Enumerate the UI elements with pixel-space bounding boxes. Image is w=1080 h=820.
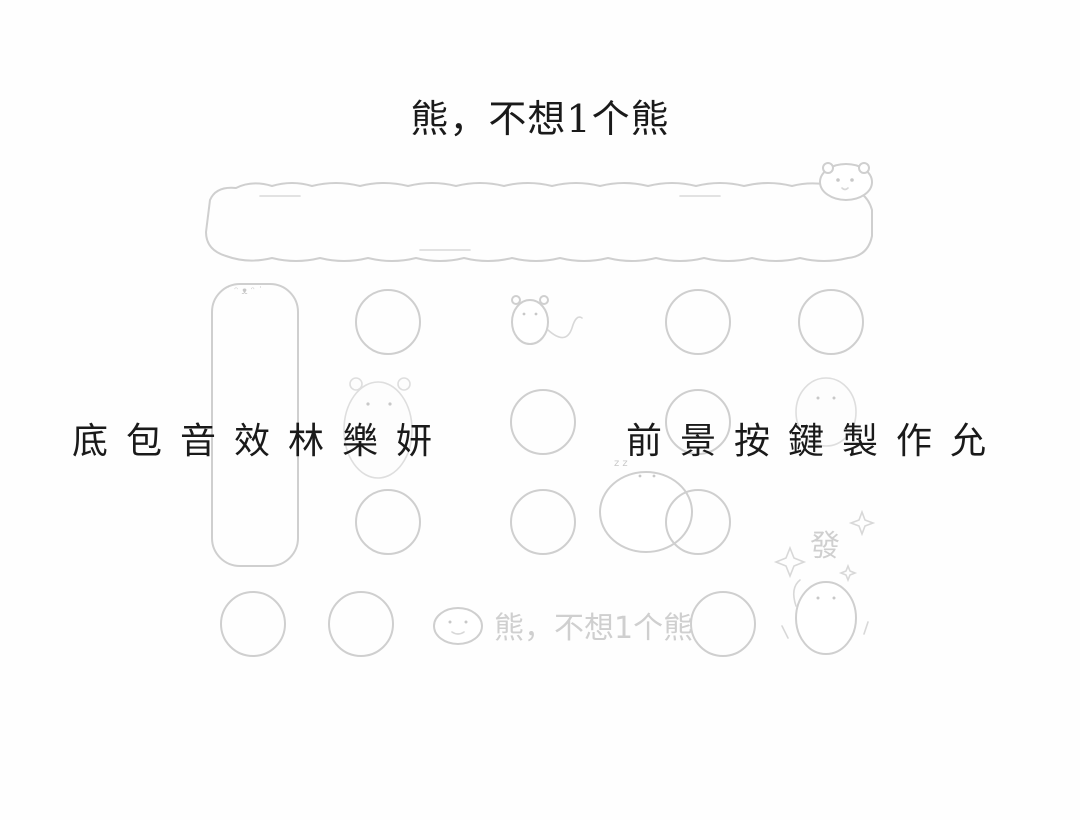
sound-pad[interactable] (690, 591, 756, 657)
bear-icon (511, 295, 583, 345)
sound-pad[interactable] (665, 489, 731, 555)
bear-icon (433, 607, 483, 645)
sound-pad[interactable] (355, 489, 421, 555)
sound-pad[interactable] (665, 289, 731, 355)
sound-pad[interactable] (220, 591, 286, 657)
credit-left: 底包音效林樂妍 (72, 421, 451, 462)
credit-right: 前景按鍵製作允 (626, 421, 1005, 462)
bear-icon (795, 377, 857, 447)
sound-pad[interactable] (510, 489, 576, 555)
doodle-sign-text: 發 (810, 529, 840, 564)
svg-text:˙ ᵔ ᴥ ᵔ ˙: ˙ ᵔ ᴥ ᵔ ˙ (226, 286, 263, 297)
sound-pad[interactable] (665, 389, 731, 455)
sound-pad[interactable] (328, 591, 394, 657)
capsule-pad: ˙ ᵔ ᴥ ᵔ ˙ (211, 283, 299, 567)
sparkle-icon (773, 509, 876, 583)
bear-icon (343, 377, 413, 479)
pad-grid (220, 289, 864, 657)
bear-icon (819, 162, 873, 201)
sound-pad[interactable] (355, 289, 421, 355)
sound-pad[interactable] (510, 389, 576, 455)
doodle-banner-text: 熊，不想1个熊 (494, 611, 693, 646)
cloud-banner (205, 182, 873, 262)
page-title: 熊，不想1个熊 (410, 97, 670, 141)
sound-pad[interactable] (798, 289, 864, 355)
bear-icon (781, 579, 869, 655)
svg-text:z z: z z (614, 458, 628, 469)
bear-icon: z z (599, 458, 693, 553)
